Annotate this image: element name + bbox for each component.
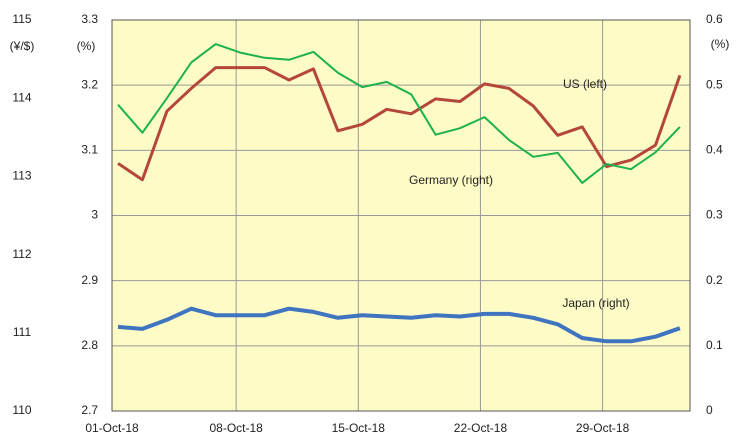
y2-axis-label: (%) bbox=[711, 37, 730, 51]
y-tick-label: 3 bbox=[91, 208, 98, 222]
y3-axis-label: (¥/$) bbox=[10, 39, 35, 53]
y3-tick-label: 112 bbox=[12, 247, 31, 261]
y-tick-label: 3.1 bbox=[81, 143, 98, 157]
y2-tick-label: 0 bbox=[706, 403, 713, 417]
y3-tick-label: 115 bbox=[12, 12, 31, 26]
y2-tick-label: 0.6 bbox=[706, 12, 723, 26]
y3-tick-label: 114 bbox=[12, 90, 31, 104]
series-label: US (left) bbox=[563, 77, 607, 91]
series-line bbox=[117, 66, 682, 182]
x-tick-label: 22-Oct-18 bbox=[454, 421, 508, 435]
y-tick-label: 3.2 bbox=[81, 77, 98, 91]
series-line bbox=[117, 306, 681, 344]
y-tick-label: 2.9 bbox=[81, 273, 98, 287]
y3-tick-label: 111 bbox=[13, 325, 32, 339]
y2-tick-label: 0.2 bbox=[706, 273, 723, 287]
y-axis-label: (%) bbox=[77, 39, 96, 53]
x-tick-label: 29-Oct-18 bbox=[576, 421, 630, 435]
y2-tick-label: 0.4 bbox=[706, 143, 723, 157]
x-tick-label: 15-Oct-18 bbox=[332, 421, 386, 435]
y3-tick-label: 113 bbox=[12, 169, 31, 183]
series-label: Japan (right) bbox=[562, 296, 629, 310]
y3-tick-label: 110 bbox=[12, 403, 31, 417]
series-label: Germany (right) bbox=[409, 173, 493, 187]
y2-tick-label: 0.5 bbox=[706, 77, 723, 91]
y-tick-label: 3.3 bbox=[81, 12, 98, 26]
series-line bbox=[117, 43, 681, 184]
x-tick-label: 01-Oct-18 bbox=[85, 421, 139, 435]
x-tick-label: 08-Oct-18 bbox=[209, 421, 263, 435]
y-tick-label: 2.8 bbox=[81, 338, 98, 352]
plot-border bbox=[111, 19, 691, 412]
y2-tick-label: 0.3 bbox=[706, 208, 723, 222]
y2-tick-label: 0.1 bbox=[706, 338, 723, 352]
y-tick-label: 2.7 bbox=[81, 403, 98, 417]
